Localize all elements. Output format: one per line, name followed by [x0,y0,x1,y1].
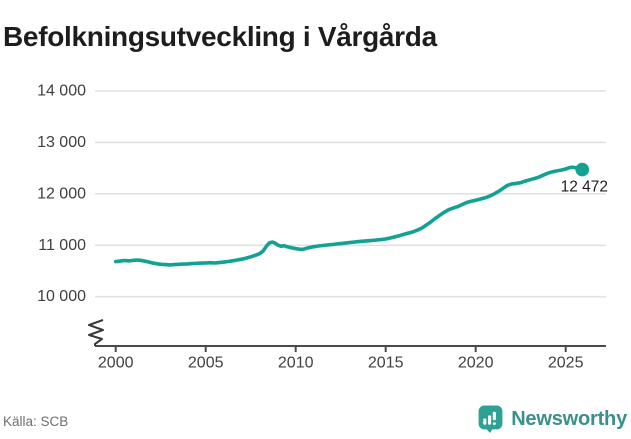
y-axis-tick-label: 10 000 [37,288,86,305]
x-axis-tick-label: 2005 [188,354,224,371]
x-axis-tick-label: 2015 [368,354,404,371]
newsworthy-logo[interactable]: Newsworthy [478,405,627,433]
y-axis-tick-label: 11 000 [38,237,86,254]
x-axis-tick-label: 2010 [278,354,314,371]
x-axis-tick-label: 2025 [548,354,584,371]
newsworthy-wordmark: Newsworthy [511,407,627,430]
latest-point-marker [575,162,590,177]
x-axis-tick-label: 2020 [458,354,494,371]
y-axis-tick-label: 13 000 [37,134,86,151]
y-axis-tick-label: 14 000 [37,83,86,100]
latest-value-label: 12 472 [561,179,608,196]
y-axis-break-icon [88,319,104,346]
x-axis-tick-label: 2000 [98,354,134,371]
population-line [113,165,584,267]
y-axis-tick-label: 12 000 [37,185,86,202]
chart-title: Befolkningsutveckling i Vårgårda [3,20,437,52]
newsworthy-chart-bubble-icon [478,405,503,433]
source-caption: Källa: SCB [3,414,69,429]
